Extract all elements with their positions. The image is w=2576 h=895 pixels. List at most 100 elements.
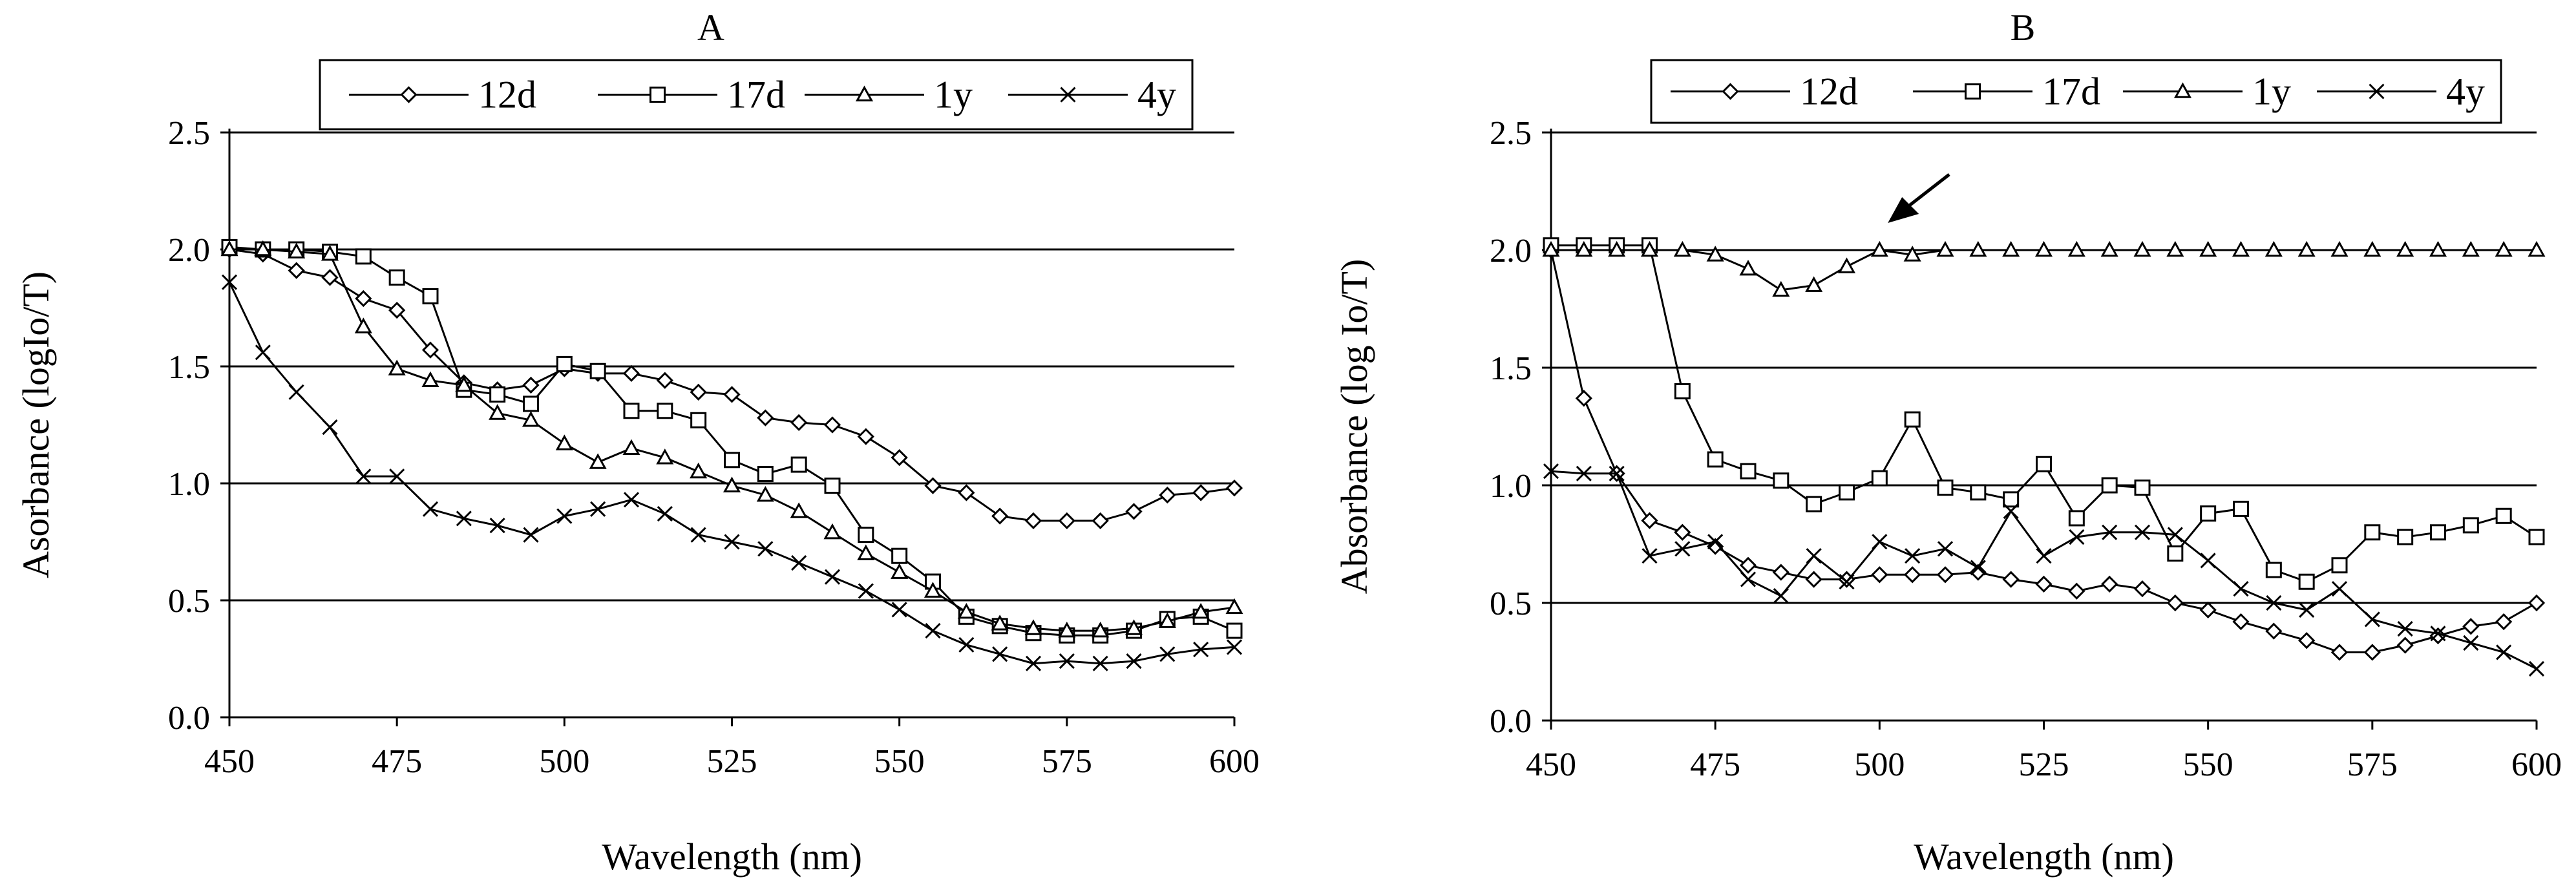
legend-entry-1y: 1y [805, 74, 973, 116]
data-point-1y [2528, 240, 2546, 257]
data-point-12d [991, 507, 1009, 525]
data-point-1y [1903, 246, 1921, 262]
data-point-4y [1806, 548, 1822, 564]
data-point-1y [2002, 240, 2020, 257]
data-point-17d [2134, 479, 2151, 496]
data-point-1y [857, 544, 875, 560]
data-point-1y [1640, 240, 1659, 257]
x-tick-label: 475 [372, 743, 422, 780]
data-point-4y [858, 583, 874, 599]
data-point-17d [1773, 472, 1789, 489]
legend-entry-4y: 4y [2317, 70, 2485, 113]
data-point-1y [1969, 240, 1987, 257]
data-point-4y [1609, 465, 1625, 481]
data-point-17d [1970, 484, 1987, 501]
data-point-1y [220, 240, 238, 257]
series-12d [1542, 241, 2546, 661]
data-point-1y [1805, 276, 1823, 292]
data-point-12d [1225, 479, 1243, 497]
data-point-1y [1936, 240, 1954, 257]
legend-entry-4y: 4y [1008, 74, 1176, 116]
data-point-4y [1872, 534, 1888, 550]
data-point-17d [556, 355, 573, 372]
data-point-12d [1058, 512, 1075, 530]
data-point-12d [1904, 566, 1921, 584]
data-point-4y [1970, 560, 1986, 576]
data-point-12d [823, 416, 841, 434]
data-point-1y [2034, 240, 2053, 257]
x-tick-label: 600 [2511, 746, 2562, 783]
data-point-17d [858, 527, 874, 543]
y-tick-label: 2.0 [1490, 233, 1532, 269]
data-point-1y [321, 245, 339, 261]
legend-entry-12d: 12d [1671, 70, 1858, 113]
data-point-1y [1092, 621, 1110, 638]
data-point-12d [388, 301, 406, 319]
data-point-17d [657, 403, 673, 419]
data-point-1y [656, 448, 674, 465]
data-point-1y [254, 240, 272, 257]
data-point-4y [288, 384, 304, 400]
data-point-12d [2068, 582, 2085, 600]
data-point-1y [1837, 257, 1856, 273]
data-point-1y [589, 453, 607, 469]
data-point-4y [322, 419, 338, 436]
data-point-12d [1159, 486, 1176, 504]
data-point-1y [1158, 612, 1176, 628]
x-tick-label: 525 [2019, 746, 2069, 783]
x-tick-label: 550 [2183, 746, 2233, 783]
data-point-12d [1805, 571, 1822, 588]
legend-label: 17d [2042, 70, 2100, 113]
y-tick-label: 0.0 [1490, 703, 1532, 740]
data-point-4y [2069, 529, 2085, 545]
data-point-1y [1542, 240, 1560, 257]
data-point-12d [2495, 613, 2513, 631]
data-point-1y [421, 371, 439, 388]
data-point-4y [2200, 553, 2216, 569]
data-point-4y [2134, 524, 2151, 540]
data-point-12d [924, 477, 942, 494]
legend-marker-12d [400, 86, 417, 103]
data-point-12d [2101, 575, 2118, 593]
data-point-1y [2232, 240, 2250, 257]
data-point-4y [925, 622, 941, 639]
y-tick-label: 1.5 [168, 349, 210, 386]
data-point-17d [388, 269, 405, 286]
data-point-4y [1839, 574, 1855, 590]
data-point-1y [1608, 240, 1626, 257]
y-axis-label: Asorbance (logIo/T) [15, 271, 57, 578]
legend-marker-4y [2369, 83, 2385, 100]
data-point-4y [355, 469, 372, 485]
data-point-12d [522, 376, 540, 394]
series-1y [220, 240, 1243, 638]
data-point-12d [2133, 580, 2151, 598]
data-point-12d [421, 341, 439, 359]
data-point-4y [456, 511, 472, 527]
x-tick-label: 450 [1526, 746, 1576, 783]
legend-box [1650, 59, 2502, 124]
panel-title: A [697, 6, 724, 48]
data-point-17d [790, 456, 807, 473]
data-point-12d [1024, 512, 1042, 530]
data-point-4y [992, 646, 1008, 662]
data-point-17d [623, 403, 640, 419]
data-point-1y [2396, 240, 2414, 257]
data-point-4y [1905, 548, 1921, 564]
data-point-1y [1024, 619, 1042, 635]
data-point-1y [2067, 240, 2085, 257]
data-point-12d [1772, 563, 1789, 581]
data-point-12d [1641, 512, 1658, 529]
data-point-1y [555, 434, 573, 450]
data-point-12d [2363, 644, 2381, 661]
legend-entry-17d: 17d [598, 74, 785, 116]
data-point-17d [1226, 622, 1243, 639]
data-point-4y [2397, 620, 2413, 637]
x-tick-label: 450 [204, 743, 255, 780]
data-point-1y [1225, 598, 1243, 615]
data-point-12d [321, 269, 339, 286]
data-point-12d [1739, 556, 1757, 574]
data-point-12d [1936, 566, 1954, 584]
data-point-1y [2495, 240, 2513, 257]
data-point-12d [1969, 563, 1987, 581]
data-point-1y [1706, 246, 1724, 262]
